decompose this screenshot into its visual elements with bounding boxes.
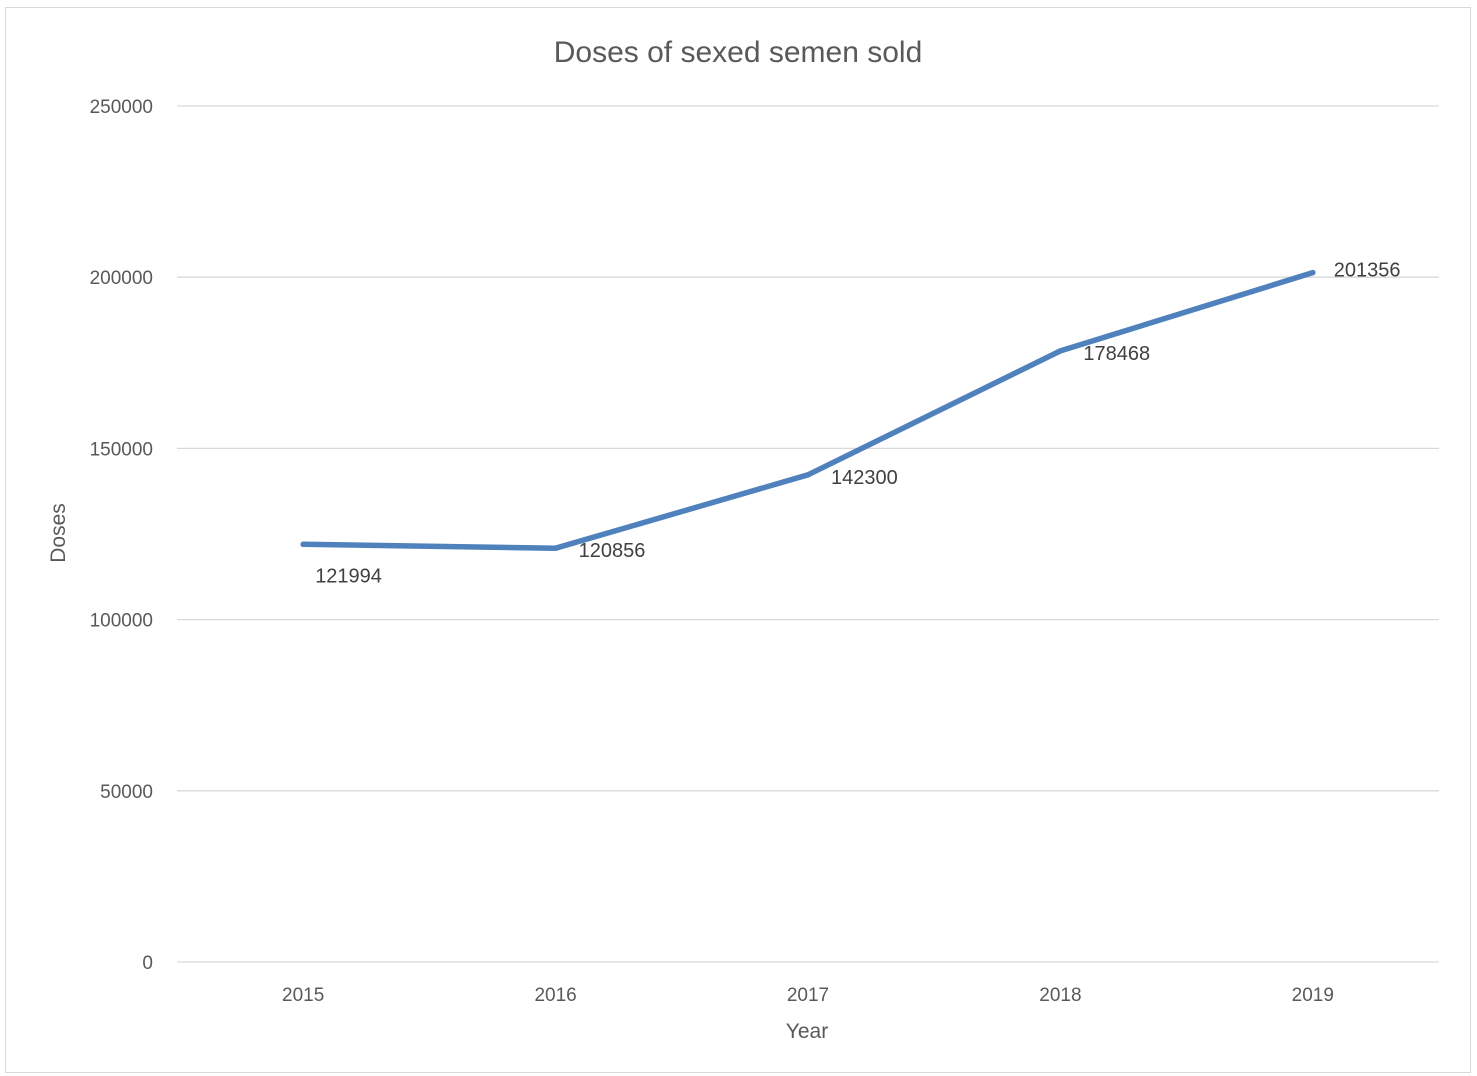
series-line [300, 269, 1316, 551]
x-tick-label: 2016 [534, 985, 576, 1006]
y-axis-tick-labels: 0 50000 100000 150000 200000 250000 [90, 97, 153, 974]
y-axis-title: Doses [47, 503, 70, 563]
x-tick-label: 2017 [787, 985, 829, 1006]
y-tick-label: 0 [142, 953, 153, 974]
y-tick-label: 200000 [90, 268, 153, 289]
data-label: 201356 [1334, 260, 1401, 282]
x-axis-title: Year [786, 1020, 828, 1043]
x-tick-label: 2018 [1039, 985, 1081, 1006]
gridlines [177, 105, 1439, 963]
data-point-2016 [552, 545, 559, 551]
data-label: 142300 [831, 467, 898, 489]
y-tick-label: 250000 [90, 97, 153, 118]
data-point-2018 [1057, 348, 1064, 354]
data-labels: 121994 120856 142300 178468 201356 [315, 260, 1400, 588]
data-label: 178468 [1083, 343, 1150, 365]
chart-title: Doses of sexed semen sold [554, 36, 923, 69]
data-point-2015 [300, 541, 306, 547]
x-tick-label: 2015 [282, 985, 324, 1006]
x-tick-label: 2019 [1292, 985, 1334, 1006]
y-tick-label: 100000 [90, 611, 153, 632]
data-point-2017 [805, 472, 811, 478]
y-tick-label: 50000 [100, 782, 153, 803]
chart-frame [5, 7, 1471, 1073]
data-label: 120856 [579, 540, 646, 562]
data-point-2019 [1310, 269, 1316, 276]
series-layer [300, 269, 1316, 551]
y-tick-label: 150000 [90, 439, 153, 460]
x-axis-tick-labels: 2015 2016 2017 2018 2019 [282, 985, 1334, 1006]
data-label: 121994 [315, 565, 382, 587]
